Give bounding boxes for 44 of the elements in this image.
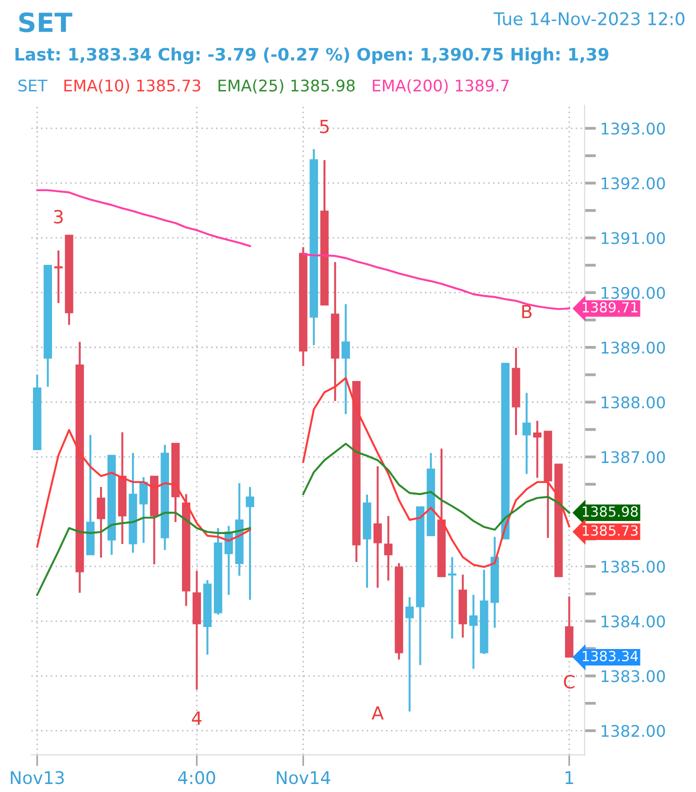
data-label: 1389.71: [582, 302, 638, 313]
text: EMA(10) 1385.73: [64, 79, 200, 94]
candlestick: [522, 392, 531, 475]
candlestick: [342, 303, 350, 416]
annotation: A: [372, 706, 384, 720]
candlestick: [448, 556, 456, 640]
annotation: 4: [192, 712, 202, 725]
legend-title: SET: [18, 79, 48, 92]
candlestick: [373, 465, 382, 589]
y-tick-label: 1385.00: [602, 560, 665, 573]
candlestick: [139, 476, 148, 544]
text: EMA(200) 1389.7: [372, 79, 509, 94]
candlestick: [246, 486, 254, 601]
y-tick-label: 1384.00: [602, 615, 665, 628]
text: EMA(25) 1385.98: [218, 79, 355, 94]
y-tick-label: 1389.00: [602, 342, 665, 354]
x-tick-label: 4:00: [178, 771, 216, 784]
y-tick-label: 1392.00: [602, 177, 665, 190]
candlestick: [384, 515, 392, 582]
x-tick-label: 1: [566, 771, 574, 784]
y-tick-label: 1393.00: [602, 122, 665, 135]
chart-subtitle: Last: 1,383.34 Chg: -3.79 (-0.27 %) Open: 1,390.75 High: 1,39: [15, 48, 608, 64]
candlestick: [533, 420, 542, 479]
data-label: 1385.73: [582, 525, 638, 536]
y-tick-label: 1383.00: [602, 670, 665, 682]
candlestick: [54, 249, 63, 304]
y-tick-label: 1382.00: [602, 724, 665, 737]
candlestick: [469, 594, 478, 670]
chart-title: SET: [19, 12, 72, 32]
y-tick-label: 1390.00: [602, 286, 665, 299]
text: Tue 14-Nov-2023 12:0: [494, 12, 684, 26]
annotation: B: [522, 304, 532, 318]
annotation: 1383.34: [582, 650, 638, 662]
data-label: 1385.98: [582, 506, 638, 517]
y-tick-label: 1387.00: [602, 451, 665, 464]
x-tick-label: Nov14: [276, 771, 330, 784]
x-tick-label: Nov13: [10, 771, 64, 784]
candlestick: [96, 486, 106, 559]
annotation: 3: [54, 210, 63, 224]
annotation: C: [564, 674, 575, 689]
annotation: 5: [320, 120, 329, 134]
y-tick-label: 1388.00: [602, 396, 665, 408]
y-tick-label: 1391.00: [602, 232, 665, 244]
candlestick: [405, 596, 414, 712]
